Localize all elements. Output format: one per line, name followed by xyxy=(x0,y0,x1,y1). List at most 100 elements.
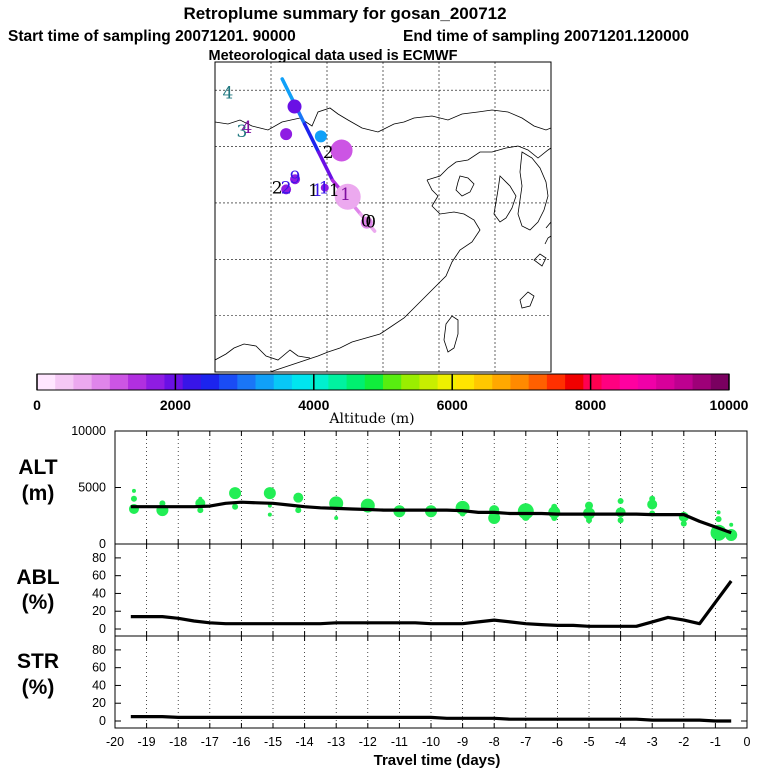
y-tick-label: 0 xyxy=(99,714,106,728)
colorbar-cell xyxy=(328,374,348,390)
colorbar-cell xyxy=(528,374,548,390)
start-time-text: Start time of sampling 20071201. 90000 xyxy=(8,28,296,45)
altitude-point xyxy=(197,507,204,514)
map-gridlines xyxy=(215,62,551,372)
y-tick-label: 10000 xyxy=(71,424,106,438)
colorbar-cell xyxy=(219,374,238,390)
altitude-point xyxy=(229,487,242,500)
panel-str: 0 20 40 60 80 xyxy=(92,636,747,728)
altitude-point xyxy=(293,492,304,503)
y-tick-label: 40 xyxy=(92,678,106,692)
colorbar-tick-label: 0 xyxy=(33,397,41,413)
colorbar-cell xyxy=(55,374,74,390)
x-tick-label: -10 xyxy=(422,735,440,749)
x-tick-label: -12 xyxy=(359,735,377,749)
colorbar-cell xyxy=(710,374,730,390)
colorbar-cell xyxy=(310,374,329,390)
colorbar-cell xyxy=(583,374,603,390)
x-tick-label: -8 xyxy=(489,735,500,749)
plume-circles xyxy=(280,99,373,229)
str-unit: (%) xyxy=(22,676,55,699)
colorbar-cell xyxy=(546,374,566,390)
altitude-point xyxy=(130,495,137,502)
end-time-text: End time of sampling 20071201.120000 xyxy=(403,28,689,45)
colorbar-cell xyxy=(73,374,93,390)
meteo-data-text: Meteorological data used is ECMWF xyxy=(209,48,458,64)
x-tick-label: -18 xyxy=(169,735,187,749)
y-tick-label: 5000 xyxy=(78,481,106,495)
y-tick-label: 80 xyxy=(92,643,106,657)
alt-unit: (m) xyxy=(22,482,55,505)
day-marker: 2 xyxy=(272,178,283,198)
day-marker: 4 xyxy=(222,84,233,104)
y-tick-label: 0 xyxy=(99,537,106,551)
altitude-point xyxy=(517,503,534,520)
colorbar-cell xyxy=(455,374,475,390)
x-tick-label: -13 xyxy=(327,735,345,749)
figure-title: Retroplume summary for gosan_200712 xyxy=(183,4,506,23)
x-axis-ticks: -20 -19 -18 -17 -16 -15 -14 -13 -12 -11 -10 -9 -8 -7-… xyxy=(106,431,751,749)
plume-circle xyxy=(281,184,292,195)
x-axis-title: Travel time (days) xyxy=(374,752,501,768)
day-marker: 2 xyxy=(281,178,292,198)
altitude-point xyxy=(488,512,501,525)
x-tick-label: -1 xyxy=(710,735,721,749)
colorbar-cell xyxy=(273,374,293,390)
x-tick-label: -15 xyxy=(264,735,282,749)
panel-abl: 0 20 40 60 80 xyxy=(92,544,747,636)
day-marker: 2 xyxy=(323,143,334,163)
trajectory-segment xyxy=(280,77,296,104)
x-tick-label: -20 xyxy=(106,735,124,749)
plume-circle xyxy=(360,216,373,229)
y-tick-label: 60 xyxy=(92,661,106,675)
colorbar-cell xyxy=(419,374,439,390)
day-marker: 1 xyxy=(319,178,330,198)
y-tick-label: 0 xyxy=(99,622,106,636)
day-marker: 4 xyxy=(242,118,253,138)
colorbar-label: Altitude (m) xyxy=(328,411,414,427)
colorbar-cell xyxy=(128,374,147,390)
colorbar-cell xyxy=(164,374,184,390)
colorbar-cell xyxy=(437,374,457,390)
altitude-point xyxy=(729,522,734,527)
y-tick-label: 20 xyxy=(92,696,106,710)
str-label: STR xyxy=(17,650,59,673)
altitude-point xyxy=(198,496,203,501)
altitude-point xyxy=(585,501,593,510)
x-tick-label: -16 xyxy=(232,735,250,749)
colorbar-cell xyxy=(37,374,56,390)
x-tick-label: -5 xyxy=(583,735,594,749)
x-tick-label: -4 xyxy=(615,735,626,749)
day-marker: 1 xyxy=(312,181,323,201)
colorbar-cell xyxy=(291,374,311,390)
altitude-point xyxy=(551,515,558,522)
altitude-point xyxy=(295,507,302,514)
map-coastlines xyxy=(215,107,551,372)
altitude-point xyxy=(267,512,272,517)
colorbar-cell xyxy=(692,374,712,390)
colorbar-tick-label: 2000 xyxy=(160,397,191,413)
day-marker: 0 xyxy=(365,213,376,233)
colorbar-ticks: 0 2000 4000 6000 8000 10000 xyxy=(33,374,749,413)
altitude-point xyxy=(716,510,721,515)
colorbar-tick-label: 4000 xyxy=(298,397,329,413)
colorbar-cell xyxy=(474,374,493,390)
day-marker: 1 xyxy=(329,181,340,201)
colorbar-cells xyxy=(37,374,730,390)
x-tick-label: -14 xyxy=(296,735,314,749)
y-tick-label: 60 xyxy=(92,569,106,583)
colorbar-cell xyxy=(255,374,275,390)
x-tick-label: -17 xyxy=(201,735,219,749)
trajectory-segment xyxy=(302,122,321,154)
colorbar-cell xyxy=(200,374,220,390)
colorbar-cell xyxy=(364,374,384,390)
altitude-point xyxy=(551,503,558,510)
colorbar-cell xyxy=(182,374,202,390)
altitude-point xyxy=(586,517,592,524)
colorbar-cell xyxy=(637,374,657,390)
